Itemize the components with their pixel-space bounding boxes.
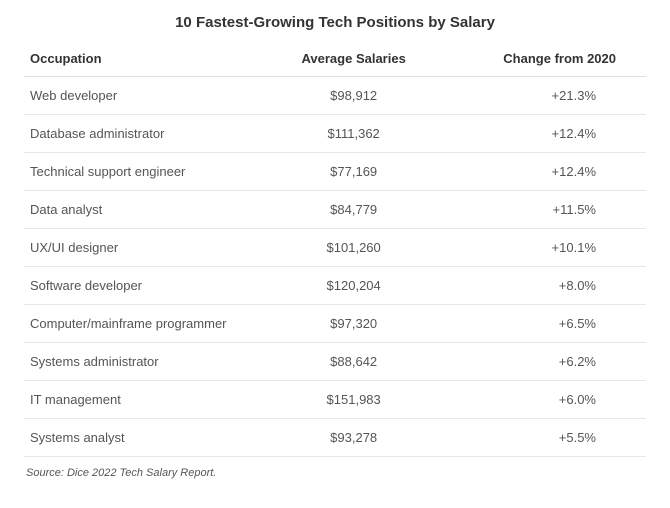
cell-salary: $84,779 xyxy=(260,191,447,229)
cell-salary: $151,983 xyxy=(260,381,447,419)
cell-salary: $97,320 xyxy=(260,305,447,343)
cell-change: +12.4% xyxy=(447,153,646,191)
cell-occupation: Data analyst xyxy=(24,191,260,229)
cell-change: +21.3% xyxy=(447,77,646,115)
table-row: UX/UI designer$101,260+10.1% xyxy=(24,229,646,267)
cell-occupation: Systems administrator xyxy=(24,343,260,381)
cell-change: +12.4% xyxy=(447,115,646,153)
table-row: Database administrator$111,362+12.4% xyxy=(24,115,646,153)
cell-salary: $111,362 xyxy=(260,115,447,153)
cell-salary: $120,204 xyxy=(260,267,447,305)
cell-salary: $93,278 xyxy=(260,419,447,457)
cell-change: +8.0% xyxy=(447,267,646,305)
table-row: Computer/mainframe programmer$97,320+6.5… xyxy=(24,305,646,343)
source-note: Source: Dice 2022 Tech Salary Report. xyxy=(24,467,646,479)
cell-salary: $98,912 xyxy=(260,77,447,115)
col-header-change: Change from 2020 xyxy=(447,43,646,77)
cell-change: +5.5% xyxy=(447,419,646,457)
cell-occupation: Systems analyst xyxy=(24,419,260,457)
cell-occupation: Database administrator xyxy=(24,115,260,153)
table-row: Data analyst$84,779+11.5% xyxy=(24,191,646,229)
cell-occupation: Technical support engineer xyxy=(24,153,260,191)
cell-salary: $88,642 xyxy=(260,343,447,381)
table-row: Systems administrator$88,642+6.2% xyxy=(24,343,646,381)
table-row: IT management$151,983+6.0% xyxy=(24,381,646,419)
cell-occupation: IT management xyxy=(24,381,260,419)
cell-change: +6.0% xyxy=(447,381,646,419)
table-row: Technical support engineer$77,169+12.4% xyxy=(24,153,646,191)
cell-occupation: Software developer xyxy=(24,267,260,305)
cell-change: +10.1% xyxy=(447,229,646,267)
salary-table: Occupation Average Salaries Change from … xyxy=(24,43,646,457)
cell-occupation: UX/UI designer xyxy=(24,229,260,267)
table-row: Systems analyst$93,278+5.5% xyxy=(24,419,646,457)
cell-salary: $101,260 xyxy=(260,229,447,267)
cell-occupation: Computer/mainframe programmer xyxy=(24,305,260,343)
table-row: Software developer$120,204+8.0% xyxy=(24,267,646,305)
col-header-salary: Average Salaries xyxy=(260,43,447,77)
cell-salary: $77,169 xyxy=(260,153,447,191)
table-title: 10 Fastest-Growing Tech Positions by Sal… xyxy=(24,14,646,31)
cell-occupation: Web developer xyxy=(24,77,260,115)
table-row: Web developer$98,912+21.3% xyxy=(24,77,646,115)
table-header-row: Occupation Average Salaries Change from … xyxy=(24,43,646,77)
cell-change: +6.5% xyxy=(447,305,646,343)
cell-change: +6.2% xyxy=(447,343,646,381)
col-header-occupation: Occupation xyxy=(24,43,260,77)
cell-change: +11.5% xyxy=(447,191,646,229)
